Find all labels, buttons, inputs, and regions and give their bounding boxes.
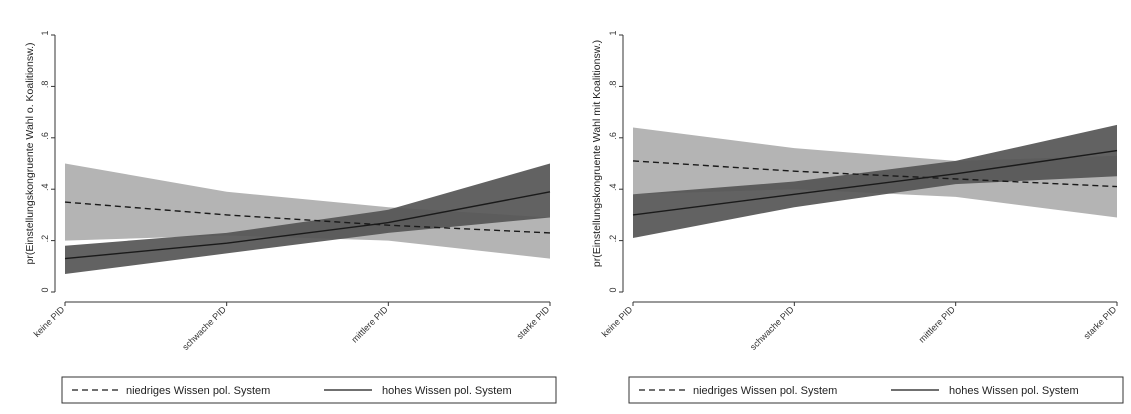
confidence-band-1 [65, 163, 550, 259]
y-tick-label: .2 [608, 235, 618, 243]
y-tick-label: .4 [608, 183, 618, 191]
series-line-1 [64, 201, 551, 234]
legend-label-2: hohes Wissen pol. System [382, 385, 512, 397]
legend-label-2: hohes Wissen pol. System [949, 385, 1079, 397]
legend-box [628, 376, 1124, 404]
y-tick-label: .6 [40, 132, 50, 140]
confidence-band-2 [633, 124, 1117, 238]
y-tick-label: 1 [608, 30, 618, 35]
legend-label-1: niedriges Wissen pol. System [693, 385, 837, 397]
y-tick-label: .8 [608, 81, 618, 89]
y-tick-label: .6 [608, 132, 618, 140]
series-line-1 [632, 160, 1118, 188]
y-tick-label: 0 [40, 287, 50, 292]
chart-panel-2: 0 .2 .4 .6 .8 1 pr(Einstellungskongruente Wahl… [591, 25, 1127, 404]
y-tick-label: 1 [40, 30, 50, 35]
y-axis-title: pr(Einstellungskongruente Wahl o. Koalit… [24, 43, 36, 265]
y-tick-label: .2 [40, 235, 50, 243]
legend-box [61, 376, 557, 404]
y-tick-label: .4 [40, 183, 50, 191]
series-line-2 [64, 191, 551, 260]
y-axis-title: pr(Einstellungskongruente Wahl mit Koali… [591, 40, 603, 267]
series-line-2 [632, 149, 1118, 216]
y-tick-label: .8 [40, 81, 50, 89]
legend-label-1: niedriges Wissen pol. System [126, 385, 270, 397]
y-tick-label: 0 [608, 287, 618, 292]
